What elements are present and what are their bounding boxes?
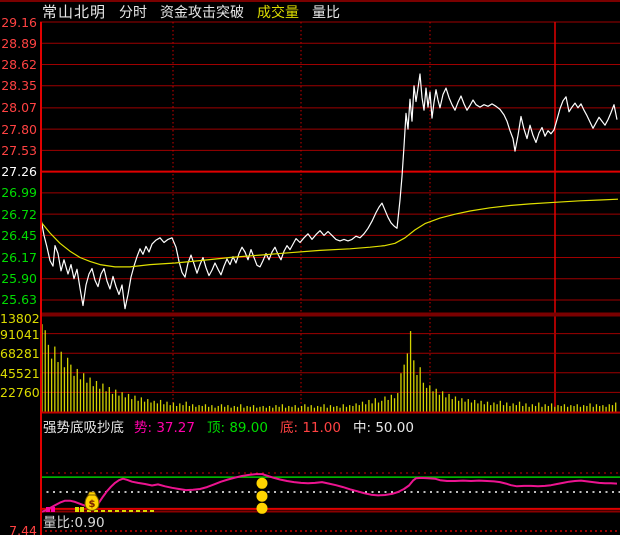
price-tick-26.72: 26.72 bbox=[1, 206, 37, 222]
price-tick-27.26: 27.26 bbox=[1, 164, 37, 180]
indicator-field-底: 底: 11.00 bbox=[280, 420, 341, 436]
signal-dot-icon bbox=[256, 477, 268, 489]
header-tabs: 分时 资金攻击突破 成交量 量比 bbox=[119, 2, 340, 22]
average-line bbox=[40, 198, 619, 268]
volume-tick-91041: 91041 bbox=[0, 326, 40, 342]
price-tick-26.99: 26.99 bbox=[1, 185, 37, 201]
price-tick-27.53: 27.53 bbox=[1, 142, 37, 158]
price-line bbox=[40, 73, 618, 310]
volume-tick-22760: 22760 bbox=[0, 385, 40, 401]
indicator-header-row: 强势底吸抄底 势: 37.27 顶: 89.00 底: 11.00 中: 50.00 bbox=[43, 416, 414, 436]
volume-tick-68281: 68281 bbox=[0, 346, 40, 362]
money-bag-icon: $ bbox=[84, 491, 100, 511]
svg-text:$: $ bbox=[89, 499, 96, 510]
liangbi-axis-value: 7.44 bbox=[9, 524, 37, 535]
tab-分时[interactable]: 分时 bbox=[119, 4, 148, 21]
price-tick-28.62: 28.62 bbox=[1, 57, 37, 73]
shi-indicator-line bbox=[41, 473, 618, 513]
liangbi-label: 量比:0.90 bbox=[43, 515, 105, 531]
price-tick-28.07: 28.07 bbox=[1, 100, 37, 116]
indicator-field-中: 中: 50.00 bbox=[353, 420, 414, 436]
indicator-fields: 势: 37.27 顶: 89.00 底: 11.00 中: 50.00 bbox=[134, 416, 414, 436]
price-tick-25.63: 25.63 bbox=[1, 292, 37, 308]
price-tick-25.90: 25.90 bbox=[1, 271, 37, 287]
tab-资金攻击突破[interactable]: 资金攻击突破 bbox=[160, 4, 245, 21]
tab-量比[interactable]: 量比 bbox=[312, 4, 341, 21]
volume-tick-13802: 13802 bbox=[0, 311, 40, 326]
price-tick-29.16: 29.16 bbox=[1, 14, 37, 30]
price-tick-26.45: 26.45 bbox=[1, 227, 37, 243]
header-bar: 常山北明 分时 资金攻击突破 成交量 量比 bbox=[42, 2, 340, 21]
indicator-field-顶: 顶: 89.00 bbox=[207, 420, 268, 436]
signal-dot-icon bbox=[256, 490, 268, 502]
stock-name: 常山北明 bbox=[42, 3, 107, 21]
signal-dot-icon bbox=[256, 502, 268, 514]
price-tick-28.35: 28.35 bbox=[1, 78, 37, 94]
indicator-name: 强势底吸抄底 bbox=[43, 420, 124, 436]
indicator-field-势: 势: 37.27 bbox=[134, 420, 195, 436]
volume-tick-45521: 45521 bbox=[0, 365, 40, 381]
price-tick-27.80: 27.80 bbox=[1, 121, 37, 137]
tab-成交量[interactable]: 成交量 bbox=[257, 4, 300, 21]
price-tick-28.89: 28.89 bbox=[1, 35, 37, 51]
price-tick-26.17: 26.17 bbox=[1, 249, 37, 265]
